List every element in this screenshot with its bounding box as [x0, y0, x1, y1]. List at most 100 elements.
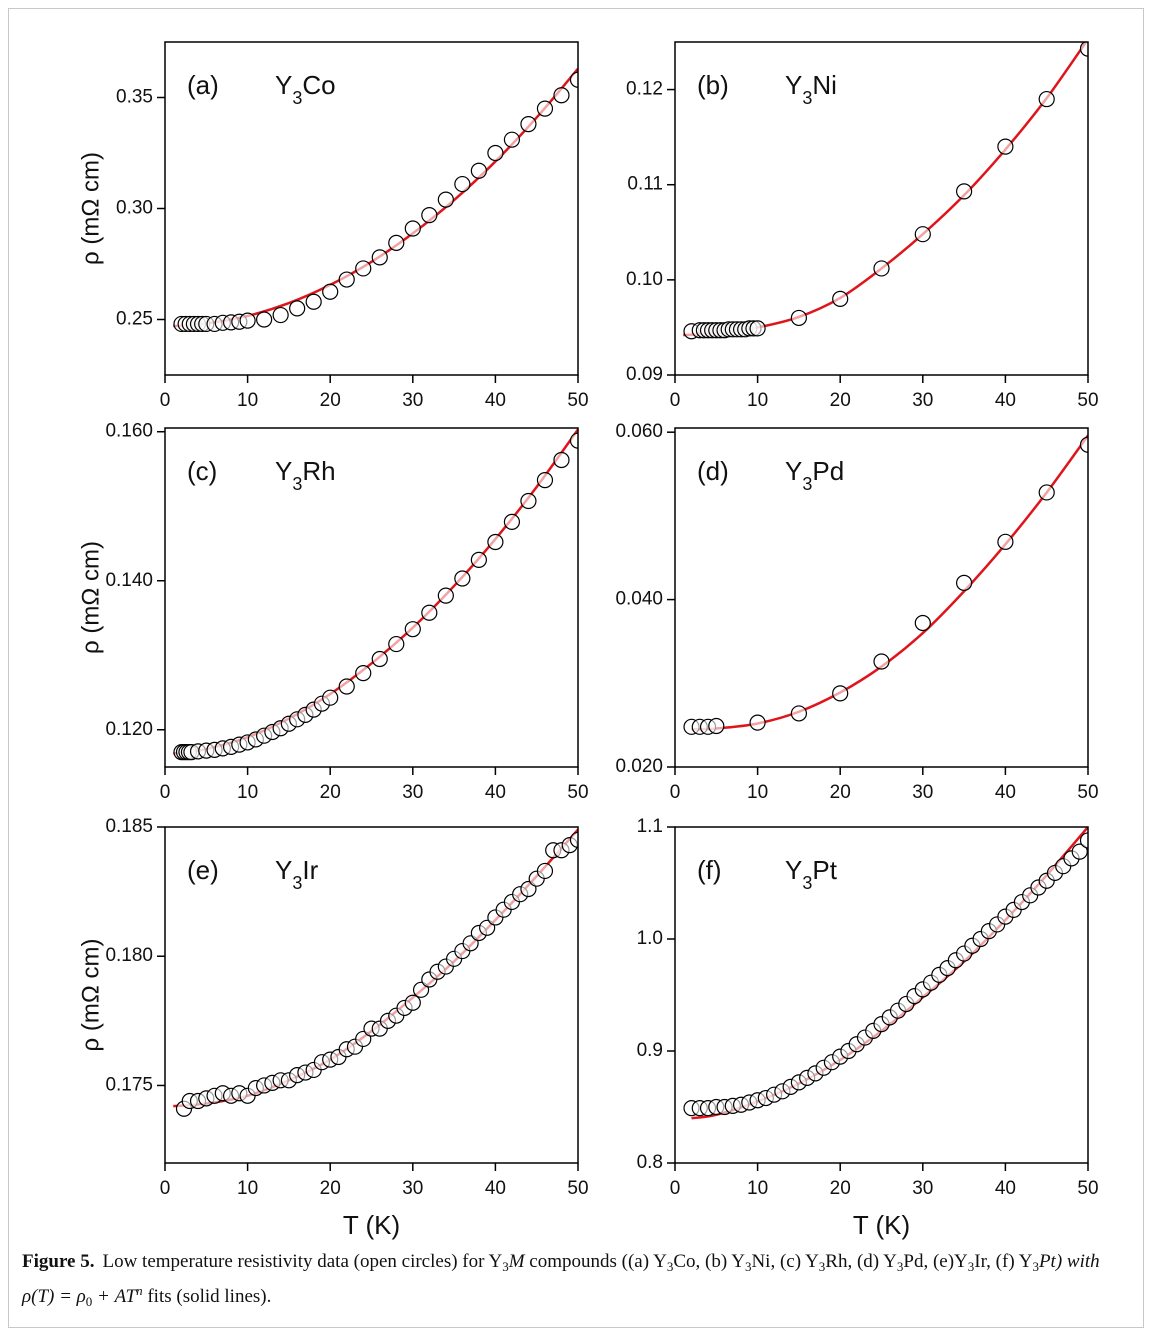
y-tick-label: 0.09	[626, 364, 663, 385]
x-tick-label: 30	[402, 1178, 423, 1199]
compound-base: Y	[785, 70, 802, 100]
y-tick-label: 1.0	[637, 928, 663, 949]
y-axis-label: ρ (mΩ cm)	[77, 939, 104, 1052]
data-point	[997, 533, 1014, 550]
y-tick-label: 0.35	[116, 87, 153, 108]
fit-line	[683, 42, 1088, 337]
x-tick-label: 30	[912, 782, 933, 803]
caption-text: Ir, (f) Y	[974, 1251, 1033, 1272]
x-tick-label: 40	[485, 390, 506, 411]
x-tick-label: 10	[237, 390, 258, 411]
caption-text: Rh, (d) Y	[825, 1251, 897, 1272]
panel-label: (d)	[697, 456, 729, 486]
data-point	[520, 492, 537, 510]
compound-label: Y3Rh	[275, 456, 336, 494]
y-tick-label: 0.160	[105, 421, 153, 442]
x-tick-label: 20	[320, 782, 341, 803]
caption-sub: 3	[666, 1259, 674, 1274]
axes-frame	[674, 826, 1089, 1164]
fit-line	[173, 67, 578, 328]
caption-text: Pd, (e)Y	[903, 1251, 968, 1272]
panel-label: (f)	[697, 855, 722, 885]
x-axis-label: T (K)	[343, 1210, 400, 1240]
caption-text: Low temperature resistivity data (open c…	[102, 1251, 503, 1272]
data-point	[1079, 436, 1088, 453]
data-point	[832, 685, 849, 702]
x-tick-label: 50	[567, 782, 588, 803]
compound-base: Y	[785, 456, 802, 486]
x-tick-label: 40	[995, 782, 1016, 803]
data-point	[520, 116, 537, 133]
x-tick-label: 40	[485, 782, 506, 803]
data-point	[256, 311, 273, 328]
panel-label: (c)	[187, 456, 217, 486]
axes-frame	[164, 41, 579, 376]
data-point	[955, 183, 973, 200]
plot-area	[683, 827, 1088, 1120]
data-point	[955, 574, 973, 591]
data-point	[749, 714, 766, 731]
y-tick-label: 0.040	[615, 589, 663, 610]
data-point	[832, 290, 849, 307]
data-point	[873, 653, 890, 670]
caption-text: fits (solid lines).	[142, 1286, 272, 1307]
data-point	[553, 87, 570, 104]
x-tick-label: 40	[485, 1178, 506, 1199]
data-point	[569, 831, 578, 849]
data-point	[708, 717, 725, 735]
data-point	[322, 283, 339, 300]
x-tick-label: 0	[670, 390, 681, 411]
data-point	[404, 220, 421, 237]
compound-sub: 3	[292, 88, 302, 108]
data-point	[388, 635, 405, 653]
compound-rest: Co	[302, 70, 335, 100]
y-tick-label: 0.9	[637, 1040, 663, 1061]
compound-sub: 3	[802, 873, 812, 893]
x-tick-label: 50	[567, 390, 588, 411]
x-axis-label: T (K)	[853, 1210, 910, 1240]
plot-area	[683, 42, 1088, 340]
data-point	[790, 309, 808, 327]
compound-label: Y3Pt	[785, 855, 838, 893]
caption-text: Pt) with ρ(T) = ρ	[22, 1251, 1100, 1307]
axes-frame	[164, 826, 579, 1164]
x-tick-label: 20	[830, 1178, 851, 1199]
compound-rest: Rh	[302, 456, 335, 486]
y-tick-label: 0.12	[626, 79, 663, 100]
y-tick-label: 0.8	[637, 1152, 663, 1173]
caption-sub: 3	[744, 1259, 752, 1274]
x-tick-label: 50	[567, 1178, 588, 1199]
compound-base: Y	[275, 855, 292, 885]
data-point	[873, 260, 890, 277]
data-point	[487, 533, 504, 551]
data-point	[404, 994, 421, 1011]
y-tick-label: 0.180	[105, 945, 153, 966]
compound-base: Y	[275, 456, 292, 486]
caption-text: M	[508, 1251, 525, 1272]
x-tick-label: 30	[912, 390, 933, 411]
panel-label: (e)	[187, 855, 219, 885]
fit-line	[173, 828, 578, 1108]
panel-label: (a)	[187, 70, 219, 100]
x-tick-label: 20	[320, 1178, 341, 1199]
data-point	[371, 650, 388, 668]
data-point	[1079, 832, 1088, 849]
data-point	[470, 162, 487, 179]
plot-area	[683, 434, 1088, 735]
data-point	[503, 513, 521, 530]
data-point	[355, 260, 372, 277]
data-point	[536, 472, 554, 489]
compound-sub: 3	[292, 474, 302, 494]
x-tick-label: 0	[670, 1178, 681, 1199]
compound-rest: Ni	[812, 70, 837, 100]
data-point	[569, 71, 578, 88]
y-tick-label: 0.140	[105, 570, 153, 591]
x-tick-label: 50	[1077, 1178, 1098, 1199]
fit-line	[691, 827, 1088, 1120]
compound-sub: 3	[292, 873, 302, 893]
data-point	[503, 131, 521, 148]
caption-sub: 3	[1032, 1259, 1039, 1274]
caption-label: Figure 5.	[22, 1251, 95, 1272]
x-tick-label: 50	[1077, 390, 1098, 411]
